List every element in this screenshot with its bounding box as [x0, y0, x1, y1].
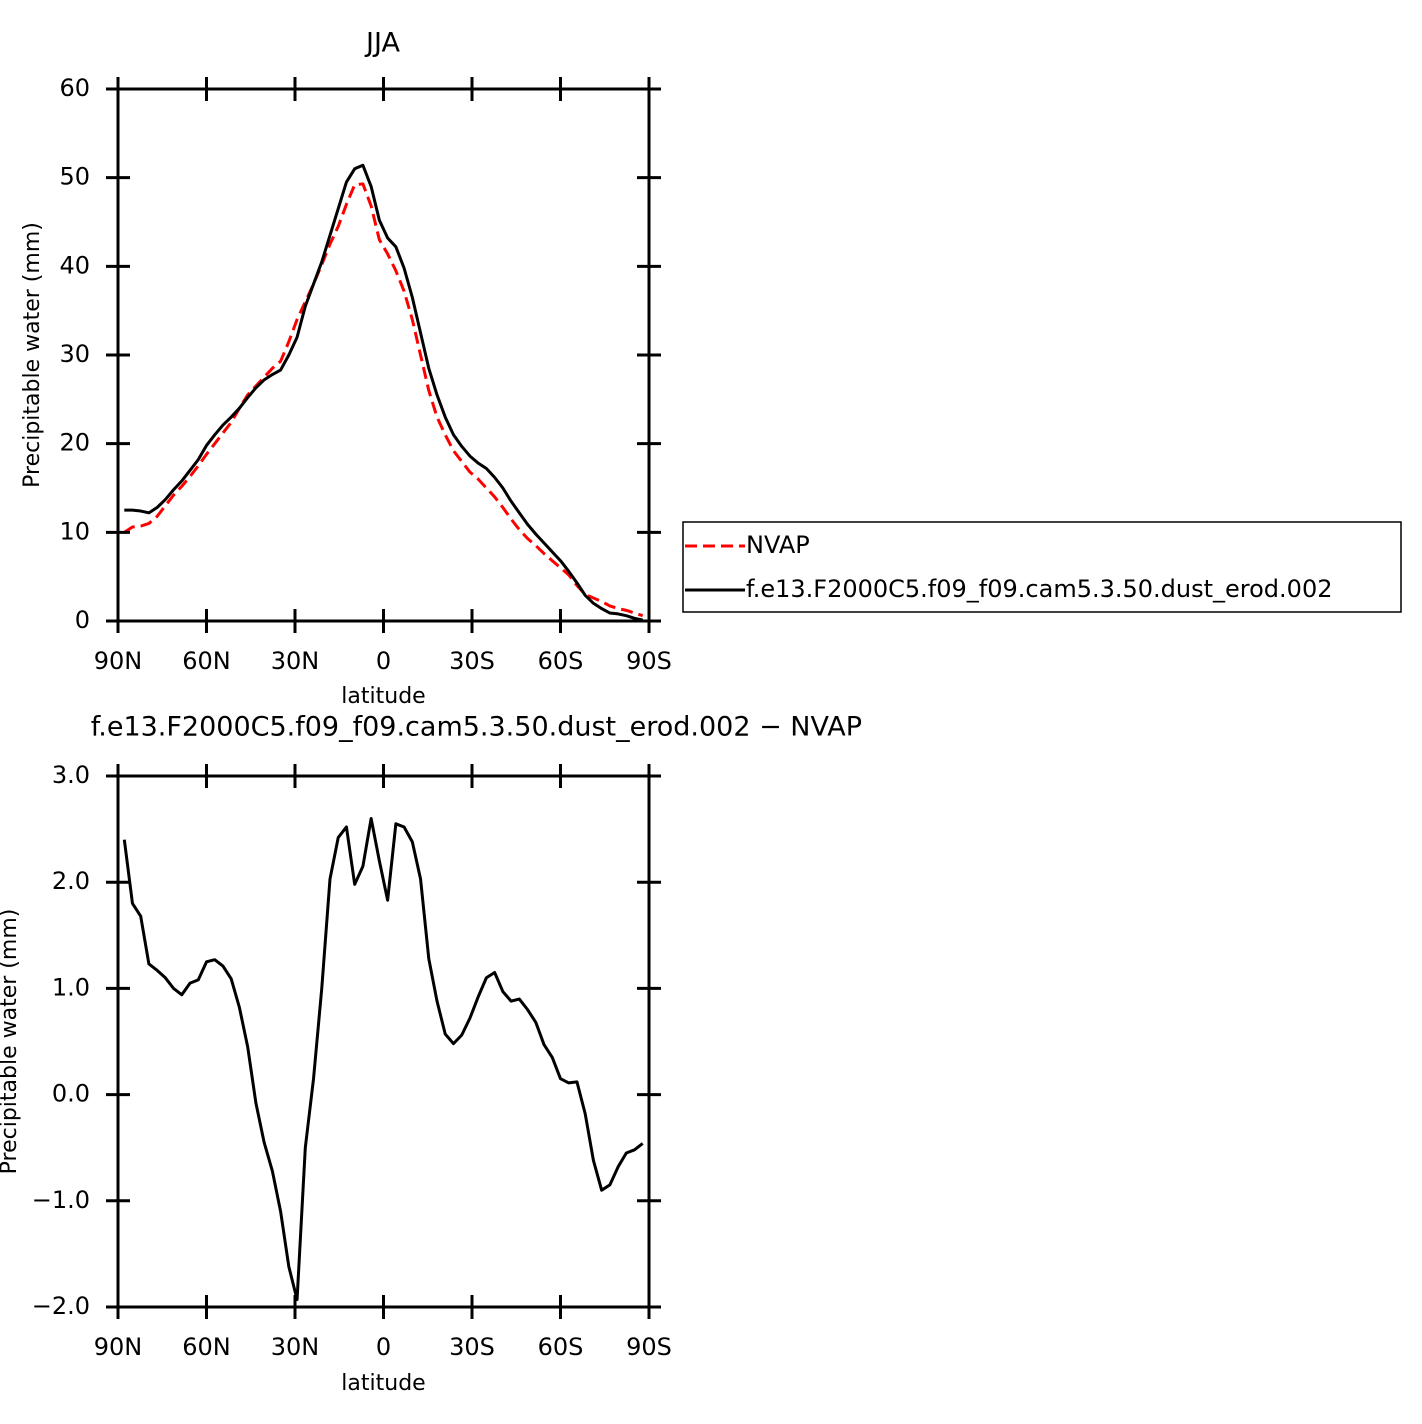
x-tick-label: 60N	[182, 1333, 231, 1361]
x-tick-label: 90N	[94, 1333, 143, 1361]
x-tick-label: 30N	[271, 647, 320, 675]
x-tick-label: 0	[376, 647, 391, 675]
y-tick-label: 0.0	[52, 1080, 90, 1108]
x-tick-label: 30S	[449, 1333, 495, 1361]
x-tick-label: 60S	[538, 1333, 584, 1361]
y-axis-label: Precipitable water (mm)	[0, 909, 22, 1175]
y-axis-label: Precipitable water (mm)	[20, 222, 45, 488]
y-tick-label: 20	[59, 429, 90, 457]
y-tick-label: 10	[59, 517, 90, 545]
x-tick-label: 0	[376, 1333, 391, 1361]
plot-frame	[116, 774, 651, 1309]
y-tick-label: 2.0	[52, 867, 90, 895]
data-line	[123, 182, 644, 618]
y-tick-label: 50	[59, 163, 90, 191]
legend-label: NVAP	[746, 531, 810, 559]
y-tick-label: −2.0	[32, 1292, 90, 1320]
x-tick-label: 60N	[182, 647, 231, 675]
x-tick-label: 90N	[94, 647, 143, 675]
x-axis-label: latitude	[341, 1371, 425, 1396]
y-tick-label: 1.0	[52, 973, 90, 1001]
data-line	[122, 816, 644, 1302]
data-line	[124, 163, 644, 622]
x-tick-label: 30N	[271, 1333, 320, 1361]
chart-title: JJA	[364, 28, 400, 59]
y-tick-label: 60	[59, 74, 90, 102]
x-tick-label: 60S	[538, 647, 584, 675]
legend-box	[682, 521, 1402, 613]
x-tick-label: 90S	[626, 1333, 672, 1361]
chart-title: f.e13.F2000C5.f09_f09.cam5.3.50.dust_ero…	[91, 712, 862, 743]
y-tick-label: 30	[59, 340, 90, 368]
y-tick-label: 40	[59, 251, 90, 279]
plot-frame	[116, 87, 651, 623]
y-tick-label: 3.0	[52, 761, 90, 789]
y-tick-label: −1.0	[32, 1186, 90, 1214]
y-tick-label: 0	[75, 606, 90, 634]
x-axis-label: latitude	[341, 684, 425, 709]
legend-label: f.e13.F2000C5.f09_f09.cam5.3.50.dust_ero…	[746, 575, 1332, 603]
x-tick-label: 90S	[626, 647, 672, 675]
x-tick-label: 30S	[449, 647, 495, 675]
